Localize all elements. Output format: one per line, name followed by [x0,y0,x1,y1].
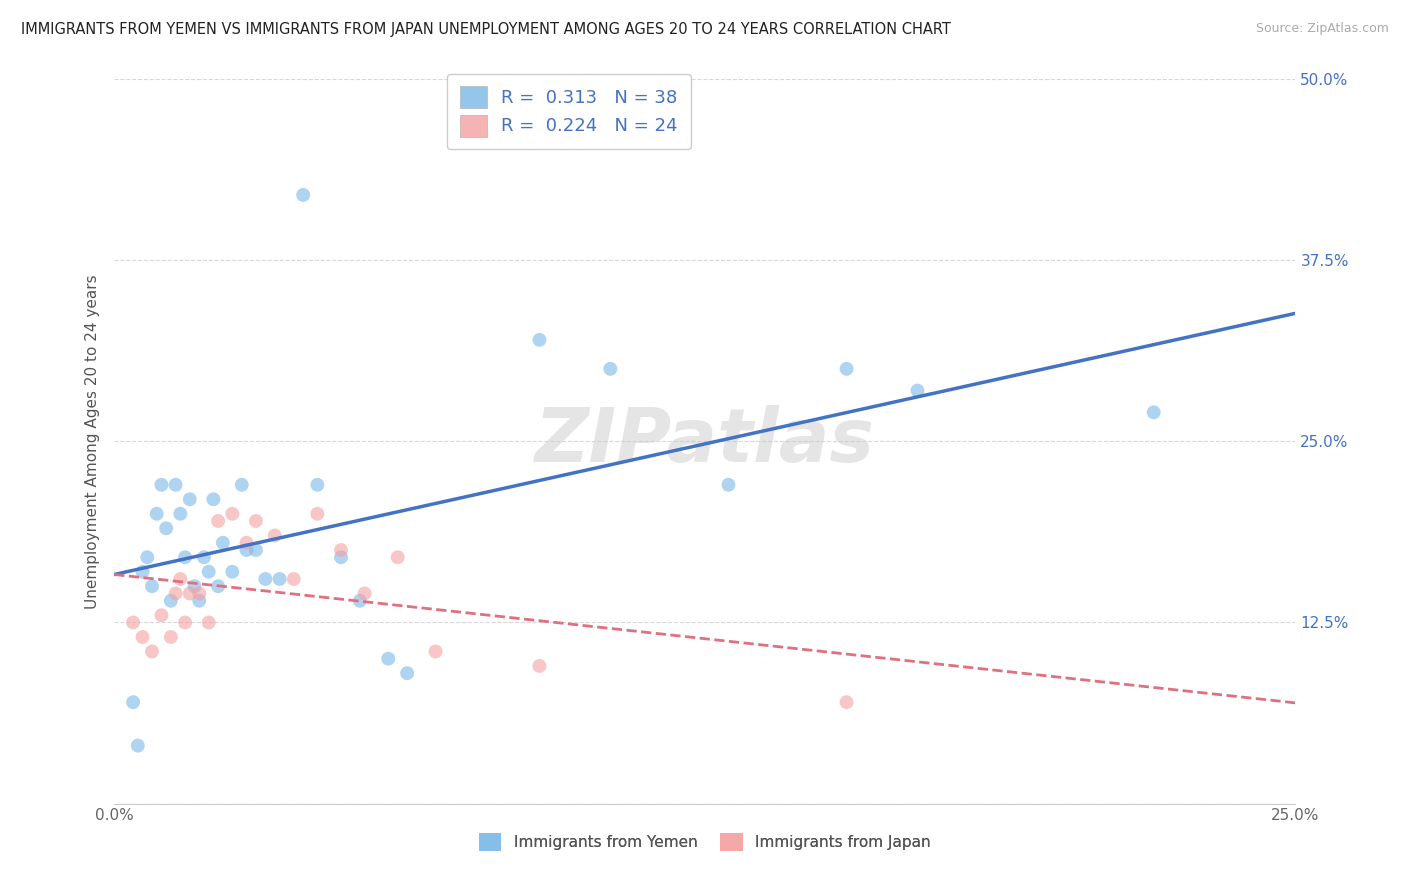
Point [330,550,353,565]
Point [174,615,197,630]
Point [141,644,163,658]
Point [160,593,183,607]
Point [835,695,858,709]
Text: Source: ZipAtlas.com: Source: ZipAtlas.com [1256,22,1389,36]
Point [330,543,353,558]
Point [207,514,229,528]
Point [212,535,235,549]
Point [283,572,305,586]
Y-axis label: Unemployment Among Ages 20 to 24 years: Unemployment Among Ages 20 to 24 years [86,274,100,608]
Point [207,579,229,593]
Point [349,593,371,607]
Point [202,492,225,507]
Point [165,477,187,491]
Point [529,333,551,347]
Point [197,565,219,579]
Point [169,507,191,521]
Point [292,188,315,202]
Point [263,528,285,542]
Point [221,565,243,579]
Point [179,492,201,507]
Text: ZIPatlas: ZIPatlas [534,405,875,478]
Point [145,507,167,521]
Point [155,521,177,535]
Point [136,550,159,565]
Point [174,550,197,565]
Point [245,543,267,558]
Point [254,572,277,586]
Point [122,615,145,630]
Point [387,550,409,565]
Point [188,593,211,607]
Point [1143,405,1166,419]
Point [235,535,257,549]
Point [122,695,145,709]
Point [231,477,253,491]
Point [307,507,329,521]
Point [150,608,173,623]
Point [193,550,215,565]
Point [529,659,551,673]
Point [235,543,257,558]
Point [396,666,419,681]
Point [150,477,173,491]
Point [425,644,447,658]
Point [377,651,399,665]
Point [221,507,243,521]
Legend: Immigrants from Yemen, Immigrants from Japan: Immigrants from Yemen, Immigrants from J… [472,827,938,857]
Point [141,579,163,593]
Point [269,572,291,586]
Point [169,572,191,586]
Point [599,361,621,376]
Point [188,586,211,600]
Point [717,477,740,491]
Point [907,384,929,398]
Point [127,739,149,753]
Point [245,514,267,528]
Point [835,361,858,376]
Point [183,579,205,593]
Point [179,586,201,600]
Point [160,630,183,644]
Point [307,477,329,491]
Point [131,630,153,644]
Point [197,615,219,630]
Point [353,586,375,600]
Text: IMMIGRANTS FROM YEMEN VS IMMIGRANTS FROM JAPAN UNEMPLOYMENT AMONG AGES 20 TO 24 : IMMIGRANTS FROM YEMEN VS IMMIGRANTS FROM… [21,22,950,37]
Point [131,565,153,579]
Point [165,586,187,600]
